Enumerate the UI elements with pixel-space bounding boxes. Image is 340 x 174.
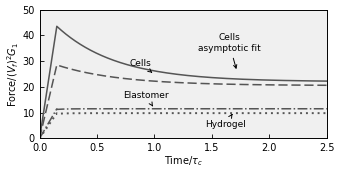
X-axis label: Time/$\tau_c$: Time/$\tau_c$ xyxy=(164,155,203,168)
Text: Cells
asymptotic fit: Cells asymptotic fit xyxy=(198,33,260,68)
Text: Cells: Cells xyxy=(129,59,152,72)
Y-axis label: Force/$(V_f)^2G_1$: Force/$(V_f)^2G_1$ xyxy=(5,41,21,106)
Text: Elastomer: Elastomer xyxy=(123,92,169,106)
Text: Hydrogel: Hydrogel xyxy=(205,114,246,129)
